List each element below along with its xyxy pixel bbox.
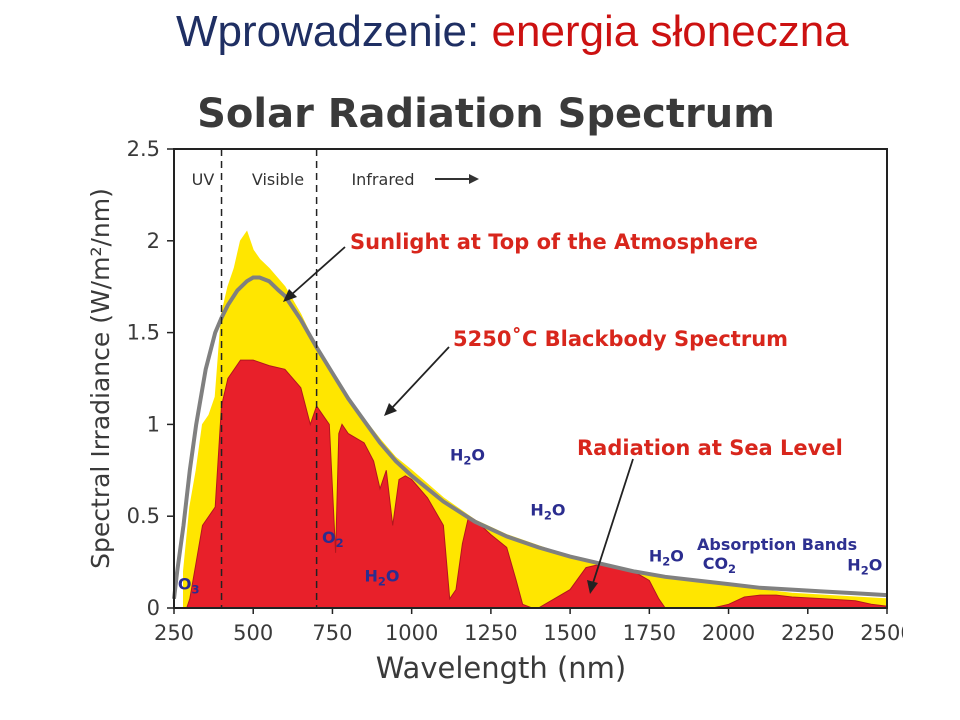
band-suffix: O	[471, 445, 485, 464]
annotation-sea-level: Radiation at Sea Level	[577, 436, 843, 460]
band-molecule: H	[847, 555, 860, 574]
absorption-band-label: O2	[322, 528, 344, 550]
annotation-sea-level-arrow	[592, 458, 634, 584]
annotation-sunlight-arrowhead	[283, 289, 297, 302]
y-tick-label: 0.5	[127, 504, 160, 528]
series-blackbody-curve	[172, 275, 888, 600]
band-subscript: 2	[463, 453, 471, 467]
region-label-uv: UV	[192, 170, 215, 189]
absorption-band-label: H2O	[530, 500, 565, 522]
band-suffix: O	[386, 567, 400, 586]
x-tick-label: 2000	[702, 621, 755, 645]
x-tick-label: 2250	[781, 621, 834, 645]
band-molecule: CO	[703, 554, 728, 573]
band-subscript: 2	[728, 562, 736, 576]
x-tick-label: 750	[312, 621, 352, 645]
y-tick-label: 2	[147, 229, 160, 253]
absorption-band-label: H2O	[450, 445, 485, 467]
band-molecule: H	[530, 500, 543, 519]
annotation-blackbody-arrow	[390, 346, 450, 410]
annotation-sea-level-arrowhead	[587, 580, 598, 594]
absorption-band-label: CO2	[703, 554, 736, 576]
band-subscript: 3	[191, 583, 199, 597]
band-molecule: H	[649, 546, 662, 565]
band-subscript: 2	[662, 554, 670, 568]
y-tick-label: 1.5	[127, 321, 160, 345]
band-subscript: 2	[336, 536, 344, 550]
x-tick-label: 1000	[385, 621, 438, 645]
chart-title: Solar Radiation Spectrum	[197, 91, 775, 137]
y-tick-label: 0	[147, 596, 160, 620]
annotation-blackbody: 5250˚C Blackbody Spectrum	[453, 327, 788, 351]
x-tick-label: 500	[233, 621, 273, 645]
x-axis-label: Wavelength (nm)	[376, 651, 627, 685]
annotation-sunlight-arrow	[290, 246, 346, 296]
slide-title-part2: energia słoneczna	[491, 7, 849, 56]
region-label-visible: Visible	[252, 170, 304, 189]
x-tick-label: 1750	[623, 621, 676, 645]
band-subscript: 2	[544, 508, 552, 522]
annotation-sunlight: Sunlight at Top of the Atmosphere	[350, 230, 758, 254]
band-subscript: 2	[378, 575, 386, 589]
y-axis-label: Spectral Irradiance (W/m²/nm)	[86, 188, 115, 569]
plot-frame	[173, 148, 888, 609]
absorption-band-label: H2O	[364, 567, 399, 589]
slide-title-part1: Wprowadzenie:	[176, 7, 480, 56]
absorption-band-label: H2O	[649, 546, 684, 568]
band-subscript: 2	[861, 563, 869, 577]
band-molecule: H	[364, 567, 377, 586]
region-label-infrared: Infrared	[351, 170, 414, 189]
x-tick-label: 1250	[464, 621, 517, 645]
annotation-blackbody-arrowhead	[384, 403, 397, 416]
x-tick-label: 1500	[543, 621, 596, 645]
band-molecule: O	[322, 528, 336, 547]
band-molecule: O	[178, 575, 192, 594]
slide-title: Wprowadzenie: energia słoneczna	[176, 4, 849, 60]
y-tick-label: 2.5	[127, 137, 160, 161]
band-suffix: O	[869, 555, 883, 574]
y-tick-label: 1	[147, 412, 160, 436]
annotation-absorption-bands: Absorption Bands	[697, 535, 857, 554]
band-molecule: H	[450, 445, 463, 464]
band-suffix: O	[670, 546, 684, 565]
absorption-band-label: O3	[178, 575, 200, 597]
infrared-arrow-head	[469, 174, 479, 184]
x-tick-label: 250	[154, 621, 194, 645]
absorption-band-label: H2O	[847, 555, 882, 577]
band-suffix: O	[552, 500, 566, 519]
